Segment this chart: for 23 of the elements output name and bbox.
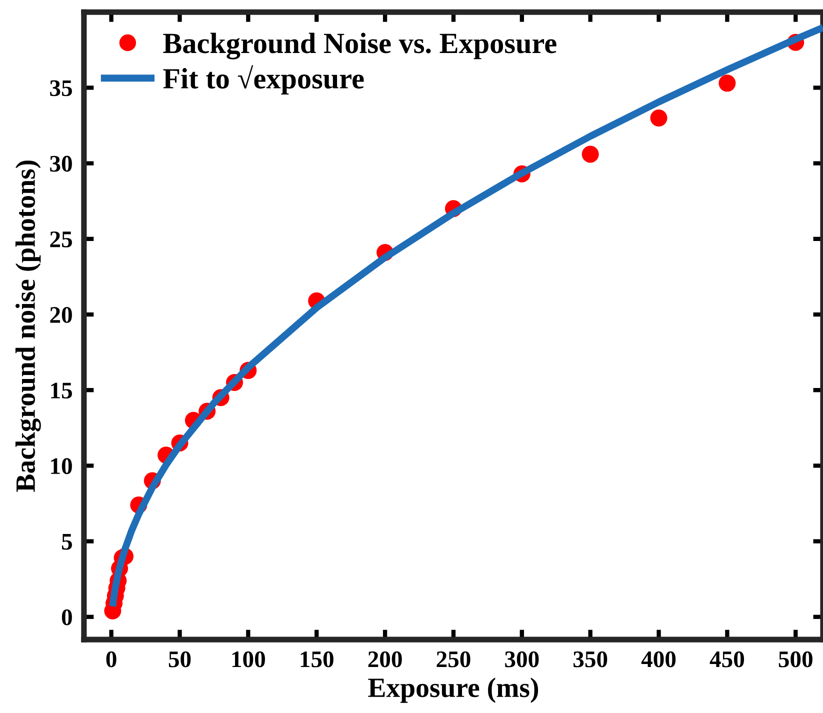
x-axis-title: Exposure (ms) xyxy=(368,678,538,703)
y-tick-label: 25 xyxy=(50,231,72,248)
x-tick-label: 500 xyxy=(778,651,812,668)
x-tick-label: 150 xyxy=(300,651,334,668)
x-tick-label: 450 xyxy=(710,651,744,668)
y-axis-title: Background noise (photons) xyxy=(15,160,41,492)
x-tick-label: 350 xyxy=(574,651,608,668)
y-tick-label: 20 xyxy=(50,306,72,323)
x-tick-label: 100 xyxy=(232,651,265,668)
y-tick-label: 35 xyxy=(50,80,72,96)
x-tick-label: 250 xyxy=(436,651,470,668)
y-tick-label: 5 xyxy=(62,534,72,550)
legend-label: Fit to √exposure xyxy=(163,65,364,95)
x-tick-label: 0 xyxy=(106,651,116,668)
y-tick-label: 15 xyxy=(51,382,72,399)
legend-label: Background Noise vs. Exposure xyxy=(163,32,556,60)
y-tick-label: 0 xyxy=(62,609,72,626)
x-tick-label: 200 xyxy=(368,651,402,668)
y-tick-label: 30 xyxy=(50,156,72,172)
x-tick-label: 300 xyxy=(505,651,539,668)
x-tick-label: 400 xyxy=(641,651,676,668)
y-tick-label: 10 xyxy=(51,458,72,474)
x-tick-label: 50 xyxy=(168,651,191,668)
